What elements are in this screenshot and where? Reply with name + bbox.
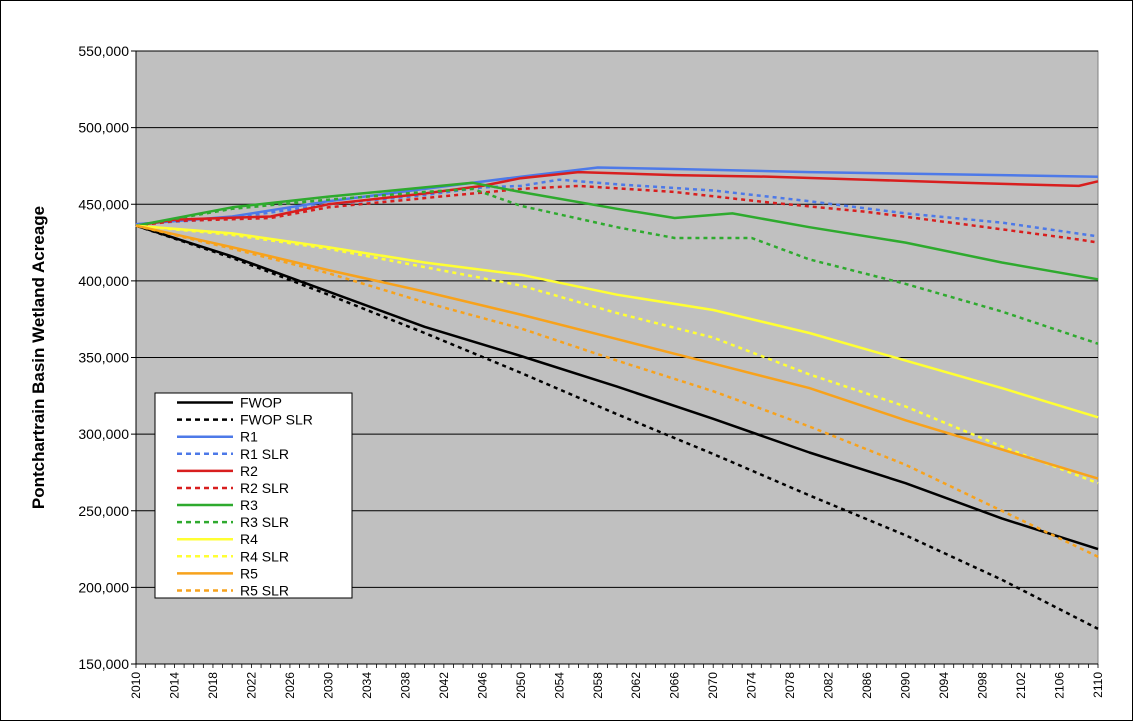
x-tick-label: 2106 xyxy=(1053,672,1067,699)
y-tick-label: 150,000 xyxy=(78,656,129,672)
x-tick-label: 2094 xyxy=(937,672,951,699)
y-tick-label: 300,000 xyxy=(78,426,129,442)
legend-label: R4 SLR xyxy=(240,548,289,564)
x-tick-label: 2058 xyxy=(591,672,605,699)
legend-label: R4 xyxy=(240,531,258,547)
x-tick-label: 2086 xyxy=(860,672,874,699)
x-tick-label: 2046 xyxy=(475,672,489,699)
y-tick-label: 350,000 xyxy=(78,350,129,366)
series-line xyxy=(135,170,1099,227)
series-line xyxy=(135,224,1099,551)
x-tick-label: 2050 xyxy=(514,672,528,699)
legend-label: FWOP xyxy=(240,395,282,411)
legend-label: R3 xyxy=(240,497,258,513)
series-line xyxy=(135,224,1099,480)
x-tick-label: 2054 xyxy=(552,672,566,699)
x-tick-label: 2038 xyxy=(398,672,412,699)
series-line xyxy=(135,166,1099,226)
y-axis-label: Pontchartrain Basin Wetland Acreage xyxy=(29,206,48,509)
x-tick-label: 2030 xyxy=(321,672,335,699)
legend-box xyxy=(154,392,353,599)
x-axis-ticks: 2010 2014 2018 2022 2026 2030 2034 2038 2042 2046… xyxy=(129,664,1105,699)
series-lines xyxy=(135,166,1099,630)
y-tick-label: 200,000 xyxy=(78,579,129,595)
x-tick-label: 2102 xyxy=(1014,672,1028,699)
x-tick-label: 2034 xyxy=(360,672,374,699)
y-axis-ticks: 150,000 200,000 250,000 300,000 350,000 400,0… xyxy=(78,43,1098,672)
x-tick-label: 2018 xyxy=(206,672,220,699)
y-tick-label: 250,000 xyxy=(78,503,129,519)
legend-label: R1 xyxy=(240,429,258,445)
y-tick-label: 550,000 xyxy=(78,43,129,59)
x-tick-label: 2090 xyxy=(899,672,913,699)
legend-label: FWOP SLR xyxy=(240,412,313,428)
y-tick-label: 450,000 xyxy=(78,196,129,212)
x-tick-label: 2078 xyxy=(783,672,797,699)
x-tick-label: 2026 xyxy=(283,672,297,699)
series-line xyxy=(135,187,1099,345)
series-line xyxy=(135,181,1099,281)
legend-label: R2 SLR xyxy=(240,480,289,496)
x-tick-label: 2042 xyxy=(437,672,451,699)
y-tick-label: 400,000 xyxy=(78,273,129,289)
legend-label: R3 SLR xyxy=(240,514,289,530)
series-line xyxy=(135,224,1099,419)
legend-label: R2 xyxy=(240,463,258,479)
x-tick-label: 2098 xyxy=(976,672,990,699)
legend-label: R5 xyxy=(240,565,258,581)
x-tick-label: 2066 xyxy=(668,672,682,699)
x-tick-label: 2022 xyxy=(244,672,258,699)
x-tick-label: 2082 xyxy=(822,672,836,699)
x-tick-label: 2010 xyxy=(129,672,143,699)
y-tick-label: 500,000 xyxy=(78,120,129,136)
x-tick-label: 2074 xyxy=(745,672,759,699)
x-tick-label: 2110 xyxy=(1091,672,1105,698)
series-line xyxy=(135,224,1099,485)
series-line xyxy=(135,224,1099,558)
x-tick-label: 2062 xyxy=(629,672,643,699)
x-tick-label: 2014 xyxy=(167,672,181,699)
series-line xyxy=(135,224,1099,630)
legend-label: R1 SLR xyxy=(240,446,289,462)
x-tick-label: 2070 xyxy=(706,672,720,699)
legend-label: R5 SLR xyxy=(240,582,289,598)
